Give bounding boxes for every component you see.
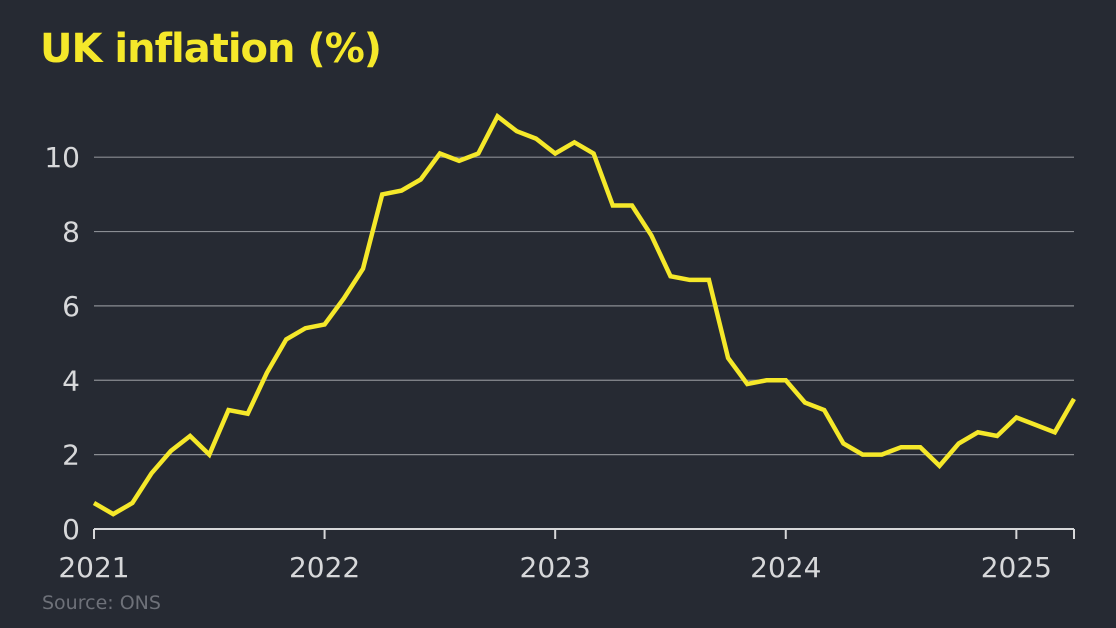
x-tick-label: 2021	[58, 551, 129, 584]
x-tick-label: 2024	[750, 551, 821, 584]
x-tick-label: 2023	[520, 551, 591, 584]
y-tick-label: 10	[44, 141, 80, 174]
y-tick-label: 8	[62, 216, 80, 249]
y-tick-label: 6	[62, 290, 80, 323]
grid-lines	[94, 156, 1074, 530]
y-axis-ticks: 0 2 4 6 8 10	[44, 141, 80, 546]
y-tick-label: 4	[62, 364, 80, 397]
chart-title: UK inflation (%)	[40, 26, 382, 72]
series-line	[92, 112, 1076, 517]
x-tick-label: 2022	[289, 551, 360, 584]
x-tick-label: 2025	[981, 551, 1052, 584]
source-note: Source: ONS	[42, 592, 161, 614]
y-tick-label: 0	[62, 513, 80, 546]
series-layer	[92, 112, 1076, 517]
x-axis-ticks: 2021 2022 2023 2024 2025	[58, 529, 1075, 584]
y-tick-label: 2	[62, 439, 80, 472]
